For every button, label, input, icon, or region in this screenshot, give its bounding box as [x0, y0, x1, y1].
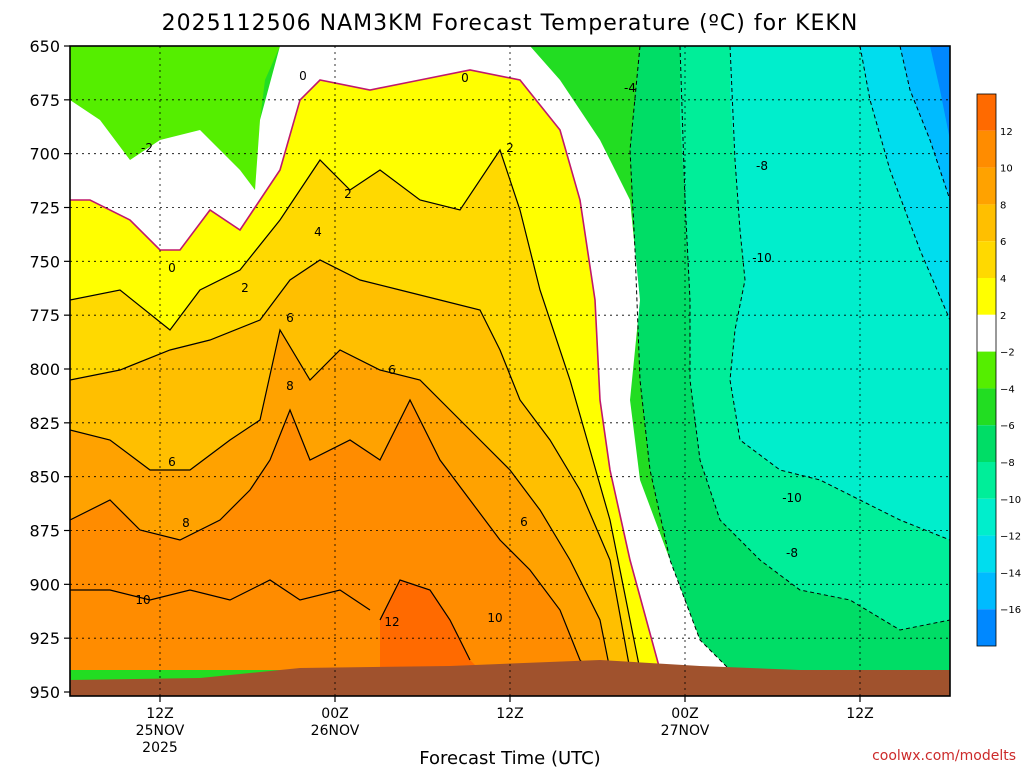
colorbar-label: −12	[1000, 532, 1021, 543]
colorbar-band	[977, 94, 996, 131]
x-tick-label: 00Z	[321, 706, 348, 722]
cold-contours	[629, 46, 950, 671]
colorbar-band	[977, 498, 996, 536]
colorbar-label: 10	[1000, 164, 1013, 175]
colorbar-band	[977, 278, 996, 315]
region-minus18	[930, 46, 950, 140]
colorbar-band	[977, 388, 996, 426]
x-axis-title: Forecast Time (UTC)	[419, 748, 600, 768]
x-tick-label: 2025	[142, 740, 178, 756]
x-tick-label: 26NOV	[311, 723, 360, 739]
y-tick-label: 700	[29, 145, 60, 164]
region-8-10	[70, 400, 590, 670]
chart-title: 2025112506 NAM3KM Forecast Temperature (…	[162, 11, 859, 36]
colorbar-label: 12	[1000, 127, 1013, 138]
grid	[70, 46, 950, 696]
x-tick-label: 00Z	[671, 706, 698, 722]
colorbar-band	[977, 609, 996, 646]
colorbar: 12 10 8 6 4 2 −2 −4 −6 −8 −10 −12 −14 −16	[976, 93, 1021, 647]
contour-label: -2	[141, 141, 153, 155]
y-tick-label: 900	[29, 575, 60, 594]
colorbar-label: −6	[1000, 421, 1015, 432]
contour-label: -8	[756, 159, 768, 173]
x-tick-label: 12Z	[846, 706, 873, 722]
plot-area	[70, 46, 950, 696]
colorbar-label: 4	[1000, 274, 1006, 285]
contour-label: -10	[752, 251, 772, 265]
colorbar-label: 6	[1000, 237, 1006, 248]
y-tick-label: 675	[29, 91, 60, 110]
y-tick-label: 850	[29, 468, 60, 487]
region-10-12	[380, 580, 480, 670]
contour-label: 6	[520, 515, 528, 529]
colorbar-band	[977, 130, 996, 168]
contour-label: -10	[782, 491, 802, 505]
y-tick-label: 800	[29, 360, 60, 379]
contour-label: 4	[314, 225, 322, 239]
colorbar-band	[977, 351, 996, 389]
x-tick-label: 27NOV	[661, 723, 710, 739]
contour-label: 10	[135, 593, 150, 607]
x-tick-label: 25NOV	[136, 723, 185, 739]
contour-label: 10	[487, 611, 502, 625]
contour-label: 2	[506, 141, 514, 155]
y-tick-label: 775	[29, 306, 60, 325]
freezing-line	[70, 69, 661, 671]
colorbar-label: 2	[1000, 311, 1006, 322]
colorbar-band	[977, 572, 996, 610]
colorbar-label: −2	[1000, 348, 1015, 359]
colorbar-label: −16	[1000, 605, 1021, 616]
contour-label: 8	[182, 516, 190, 530]
colorbar-band	[977, 167, 996, 205]
contour-label: 2	[344, 187, 352, 201]
y-axis: 650 675 700 725 750 775 800 825 850 875 900 925 950	[29, 37, 70, 702]
contour-label: 12	[384, 615, 399, 629]
colorbar-band	[977, 204, 996, 242]
contour-label: 0	[461, 71, 469, 85]
y-tick-label: 925	[29, 629, 60, 648]
contour-label: 6	[168, 455, 176, 469]
contour-label: 0	[299, 69, 307, 83]
y-tick-label: 750	[29, 252, 60, 271]
contour-label: 6	[286, 311, 294, 325]
contour-label: 8	[286, 379, 294, 393]
y-tick-label: 950	[29, 683, 60, 702]
colorbar-band	[977, 425, 996, 462]
x-tick-label: 12Z	[496, 706, 523, 722]
colorbar-band	[977, 535, 996, 573]
colorbar-label: −4	[1000, 384, 1015, 395]
credit-link[interactable]: coolwx.com/modelts	[872, 748, 1016, 764]
region-freezing	[70, 46, 730, 670]
colorbar-label: −14	[1000, 568, 1021, 579]
colorbar-border	[976, 93, 997, 647]
contour-label: -8	[786, 546, 798, 560]
colorbar-label: 8	[1000, 200, 1006, 211]
x-tick-label: 12Z	[146, 706, 173, 722]
colorbar-label: −8	[1000, 458, 1015, 469]
y-tick-label: 875	[29, 522, 60, 541]
y-tick-label: 650	[29, 37, 60, 56]
contour-label: 2	[241, 281, 249, 295]
colorbar-band	[977, 462, 996, 499]
y-tick-label: 825	[29, 414, 60, 433]
y-tick-label: 725	[29, 199, 60, 218]
contour-label: 6	[388, 363, 396, 377]
contour-labels: 0 0 0 -2 -4 -8 -10 2 2 2 4 6 6 6 6 8 8 10 10 12 -10 -8	[135, 69, 801, 629]
warm-contours	[70, 148, 641, 671]
colorbar-label: −10	[1000, 495, 1021, 506]
colorbar-band	[977, 314, 996, 352]
contour-label: 0	[168, 261, 176, 275]
colorbar-band	[977, 241, 996, 278]
contour-label: -4	[624, 81, 636, 95]
